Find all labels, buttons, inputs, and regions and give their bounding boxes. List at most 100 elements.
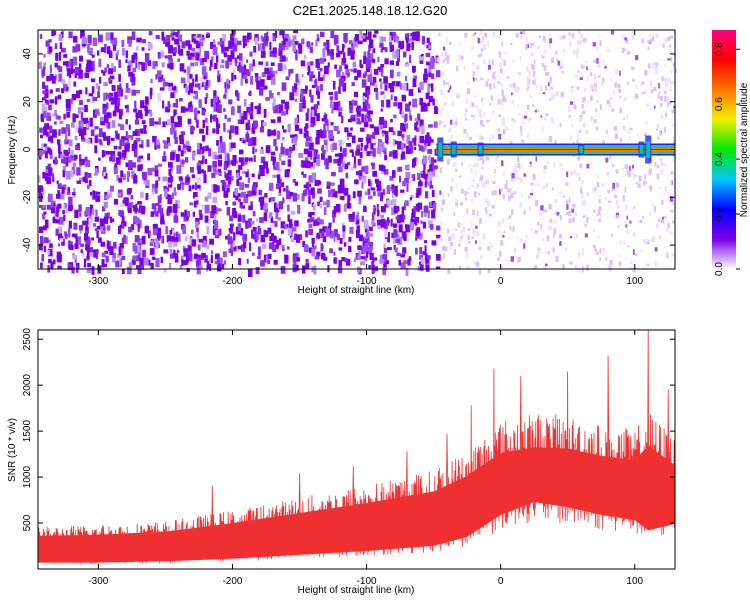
spectrogram-cell xyxy=(433,159,437,163)
spectrogram-cell xyxy=(258,189,263,196)
spectrogram-cell xyxy=(458,243,461,247)
spectrogram-cell xyxy=(375,92,379,100)
spectrogram-cell xyxy=(151,256,156,260)
y-tick-label: 2000 xyxy=(22,374,33,397)
spectrogram-cell xyxy=(534,200,539,207)
spectrogram-cell xyxy=(100,117,106,126)
spectrogram-cell xyxy=(153,208,157,215)
spectrogram-cell xyxy=(201,204,205,210)
spectrogram-cell xyxy=(627,130,630,134)
spectrogram-cell xyxy=(117,89,122,97)
spectrogram-cell xyxy=(43,123,47,127)
spectrogram-cell xyxy=(92,249,97,258)
spectrogram-cell xyxy=(107,191,112,198)
spectrogram-cell xyxy=(54,62,58,68)
spectrogram-cell xyxy=(331,190,337,198)
spectrogram-cell xyxy=(201,36,205,41)
spectrogram-cell xyxy=(317,91,321,99)
spectrogram-cell xyxy=(498,51,501,55)
spectrogram-cell xyxy=(282,188,287,192)
spectrogram-cell xyxy=(319,31,325,37)
signal-bump xyxy=(579,145,584,154)
spectrogram-cell xyxy=(68,60,72,68)
spectrogram-cell xyxy=(174,137,178,144)
spectrogram-cell xyxy=(519,177,523,183)
spectrogram-cell xyxy=(541,238,545,241)
spectrogram-cell xyxy=(341,62,346,66)
spectrogram-cell xyxy=(325,228,331,237)
spectrogram-cell xyxy=(310,119,314,128)
spectrogram-cell xyxy=(126,137,129,144)
spectrogram-cell xyxy=(667,102,669,108)
spectrogram-cell xyxy=(111,85,116,91)
spectrogram-cell xyxy=(380,81,383,90)
spectrogram-cell xyxy=(621,125,624,129)
spectrogram-cell xyxy=(431,190,435,197)
spectrogram-cell xyxy=(160,219,165,225)
spectrogram-cell xyxy=(76,143,80,147)
spectrogram-cell xyxy=(255,267,260,275)
spectrogram-cell xyxy=(338,152,344,159)
spectrogram-cell xyxy=(119,210,124,217)
spectrogram-cell xyxy=(302,240,305,248)
spectrogram-cell xyxy=(215,230,219,236)
spectrogram-cell xyxy=(423,74,427,83)
spectrogram-cell xyxy=(358,193,362,202)
spectrogram-cell xyxy=(92,223,97,227)
spectrogram-cell xyxy=(420,125,425,135)
spectrogram-cell xyxy=(646,238,649,243)
spectrogram-cell xyxy=(391,81,396,87)
spectrogram-cell xyxy=(165,42,170,47)
spectrogram-cell xyxy=(510,187,512,193)
spectrogram-cell xyxy=(577,133,579,140)
spectrogram-cell xyxy=(48,167,52,177)
spectrogram-cell xyxy=(419,81,424,90)
spectrogram-cell xyxy=(137,201,142,205)
spectrogram-cell xyxy=(646,240,650,245)
spectrogram-cell xyxy=(146,127,149,131)
spectrogram-cell xyxy=(95,209,98,217)
spectrogram-cell xyxy=(338,139,342,147)
spectrogram-cell xyxy=(164,268,167,273)
spectrogram-cell xyxy=(193,40,199,44)
spectrogram-cell xyxy=(338,86,341,94)
spectrogram-cell xyxy=(490,95,493,101)
spectrogram-cell xyxy=(615,169,619,174)
spectrogram-cell xyxy=(270,119,276,124)
spectrogram-cell xyxy=(672,220,675,224)
spectrogram-cell xyxy=(303,132,306,138)
spectrogram-cell xyxy=(405,224,411,233)
x-tick-label: -100 xyxy=(357,276,377,287)
spectrogram-cell xyxy=(609,78,612,82)
spectrogram-cell xyxy=(557,60,561,67)
spectrogram-cell xyxy=(350,167,354,172)
spectrogram-cell xyxy=(234,126,239,135)
spectrogram-cell xyxy=(401,40,405,49)
spectrogram-cell xyxy=(419,135,425,144)
spectrogram-cell xyxy=(485,198,488,203)
spectrogram-cell xyxy=(418,135,422,145)
spectrogram-cell xyxy=(73,36,78,43)
spectrogram-cell xyxy=(130,135,134,141)
spectrogram-cell xyxy=(607,189,611,194)
spectrogram-cell xyxy=(224,52,228,58)
spectrogram-cell xyxy=(157,195,162,204)
spectrogram-cell xyxy=(280,230,284,234)
spectrogram-cell xyxy=(138,61,143,65)
spectrogram-cell xyxy=(281,82,287,91)
spectrogram-cell xyxy=(423,173,428,180)
spectrogram-cell xyxy=(556,58,558,63)
spectrogram-cell xyxy=(384,47,388,53)
spectrogram-cell xyxy=(648,170,652,176)
spectrogram-cell xyxy=(177,116,182,125)
spectrogram-cell xyxy=(282,34,285,39)
spectrogram-cell xyxy=(39,226,44,234)
spectrogram-cell xyxy=(333,158,338,164)
spectrogram-cell xyxy=(502,193,505,200)
spectrogram-cell xyxy=(110,32,114,40)
spectrogram-cell xyxy=(205,117,208,123)
spectrogram-cell xyxy=(510,179,514,182)
spectrogram-cell xyxy=(386,199,391,207)
spectrogram-cell xyxy=(265,96,270,101)
